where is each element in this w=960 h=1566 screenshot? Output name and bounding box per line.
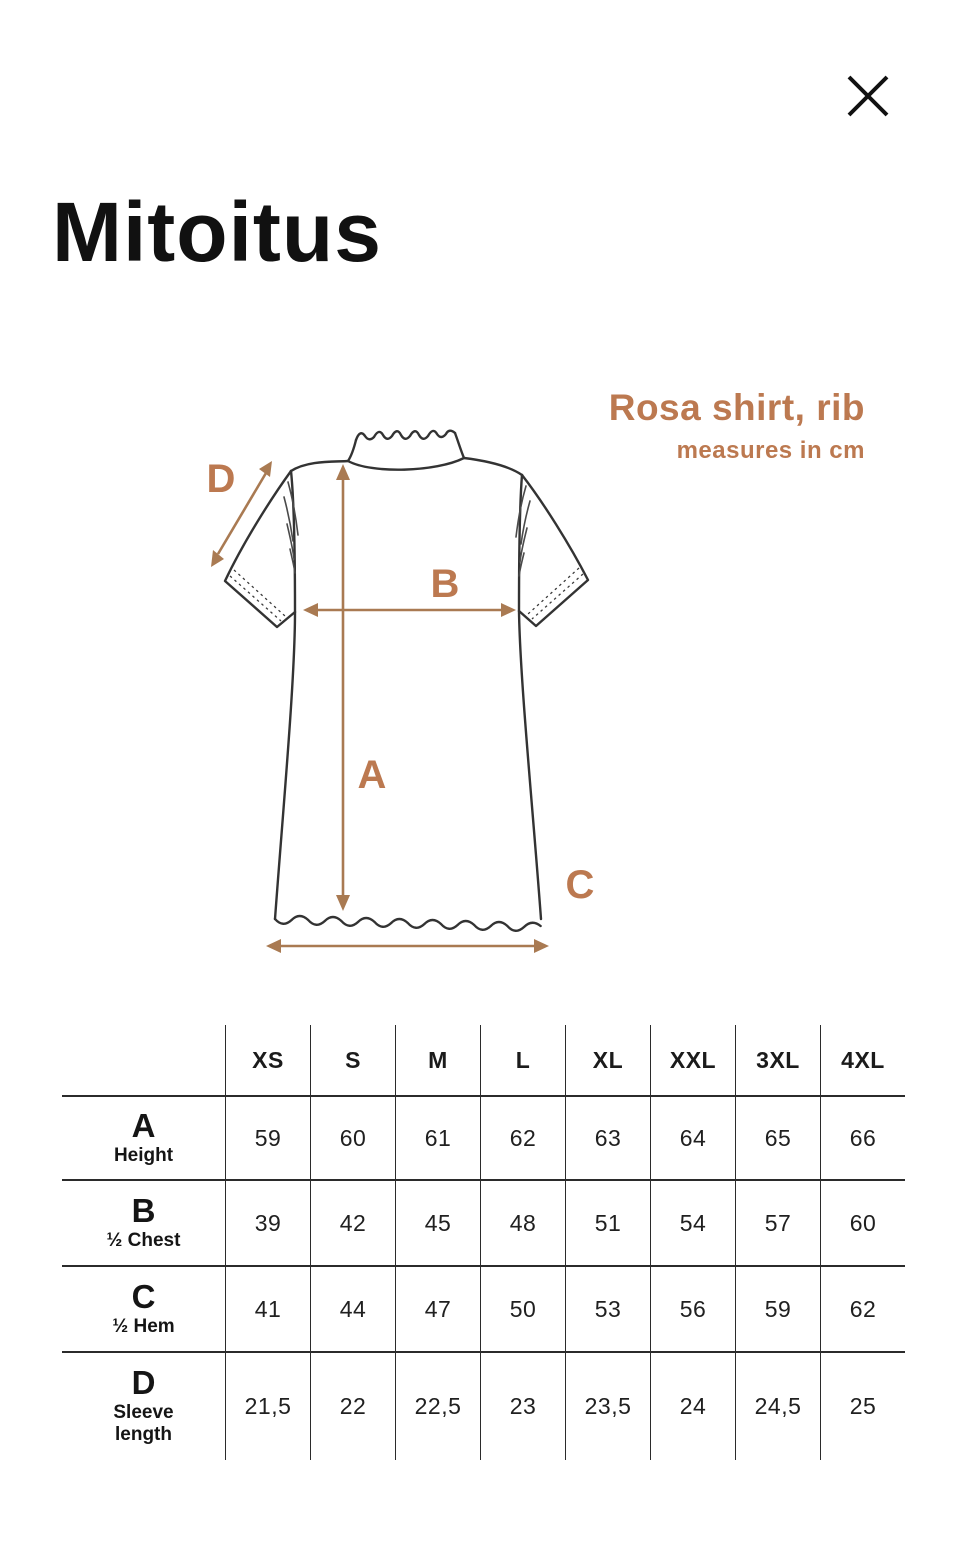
close-icon (847, 75, 889, 117)
right-sleeve (517, 473, 590, 628)
shirt-diagram-svg: D B A C Rosa shirt, rib measures in cm (207, 387, 865, 953)
size-column-header: 4XL (820, 1025, 905, 1097)
body-right-side (517, 473, 543, 921)
table-value: 47 (395, 1267, 480, 1353)
size-column-header: XL (565, 1025, 650, 1097)
size-column-header: M (395, 1025, 480, 1097)
table-value: 62 (480, 1097, 565, 1181)
table-value: 57 (735, 1181, 820, 1267)
table-value: 65 (735, 1097, 820, 1181)
table-value: 22 (310, 1353, 395, 1460)
table-value: 56 (650, 1267, 735, 1353)
table-value: 61 (395, 1097, 480, 1181)
measure-label-c: C (566, 863, 595, 907)
arrow-head (501, 603, 516, 617)
hem-ruffle-edge (273, 914, 542, 932)
measure-arrows (211, 461, 549, 953)
row-key: B (131, 1191, 156, 1229)
table-value: 39 (225, 1181, 310, 1267)
shirt-measurement-diagram: D B A C Rosa shirt, rib measures in cm (170, 380, 910, 990)
table-value: 51 (565, 1181, 650, 1267)
arrow-head (259, 461, 272, 477)
collar-ruffle-edge (354, 429, 457, 442)
table-value: 59 (735, 1267, 820, 1353)
measure-label-a: A (358, 753, 387, 797)
size-column-header: L (480, 1025, 565, 1097)
table-value: 22,5 (395, 1353, 480, 1460)
left-shoulder-gathers (283, 481, 299, 574)
table-value: 63 (565, 1097, 650, 1181)
row-label: ½ Hem (112, 1315, 175, 1337)
table-value: 25 (820, 1353, 905, 1460)
arrow-head (336, 895, 350, 911)
table-value: 48 (480, 1181, 565, 1267)
row-label: Height (113, 1144, 174, 1166)
table-value: 66 (820, 1097, 905, 1181)
close-button[interactable] (836, 64, 900, 128)
size-column-header: XS (225, 1025, 310, 1097)
size-table-corner-cell (62, 1025, 225, 1097)
collar-band (346, 431, 466, 471)
row-header-height: A Height (62, 1097, 225, 1181)
table-value: 23 (480, 1353, 565, 1460)
diagram-unit-note: measures in cm (677, 437, 865, 464)
table-value: 24 (650, 1353, 735, 1460)
page-title: Mitoitus (52, 185, 382, 279)
table-value: 60 (820, 1181, 905, 1267)
left-sleeve (223, 469, 297, 629)
row-label: Sleeve length (113, 1401, 174, 1446)
right-shoulder-gathers (515, 485, 531, 577)
arrow-head (303, 603, 318, 617)
row-key: D (131, 1364, 156, 1402)
row-header-half-chest: B ½ Chest (62, 1181, 225, 1267)
row-header-half-hem: C ½ Hem (62, 1267, 225, 1353)
table-value: 54 (650, 1181, 735, 1267)
arrow-head (534, 939, 549, 953)
table-value: 45 (395, 1181, 480, 1267)
measure-label-d: D (207, 457, 236, 501)
size-column-header: XXL (650, 1025, 735, 1097)
arrow-head (336, 464, 350, 480)
table-value: 21,5 (225, 1353, 310, 1460)
shirt-illustration (223, 429, 590, 932)
measure-label-b: B (431, 562, 460, 606)
row-header-sleeve-length: D Sleeve length (62, 1353, 225, 1460)
table-value: 23,5 (565, 1353, 650, 1460)
right-cuff-stitching (527, 567, 584, 620)
table-value: 60 (310, 1097, 395, 1181)
arrow-head (211, 550, 224, 567)
left-cuff-stitching (229, 569, 286, 622)
table-value: 44 (310, 1267, 395, 1353)
table-value: 53 (565, 1267, 650, 1353)
shoulders (289, 456, 524, 477)
size-column-header: 3XL (735, 1025, 820, 1097)
table-value: 50 (480, 1267, 565, 1353)
table-value: 64 (650, 1097, 735, 1181)
measure-arrow-d (216, 472, 268, 555)
row-key: A (131, 1106, 156, 1144)
body-left-side (273, 469, 297, 921)
table-value: 42 (310, 1181, 395, 1267)
arrow-head (266, 939, 281, 953)
table-value: 41 (225, 1267, 310, 1353)
table-value: 24,5 (735, 1353, 820, 1460)
diagram-product-title: Rosa shirt, rib (609, 387, 865, 428)
size-table: XS S M L XL XXL 3XL 4XL A Height 59 60 6… (62, 1025, 905, 1460)
table-value: 59 (225, 1097, 310, 1181)
table-value: 62 (820, 1267, 905, 1353)
row-label: ½ Chest (106, 1229, 181, 1251)
size-column-header: S (310, 1025, 395, 1097)
row-key: C (131, 1277, 156, 1315)
